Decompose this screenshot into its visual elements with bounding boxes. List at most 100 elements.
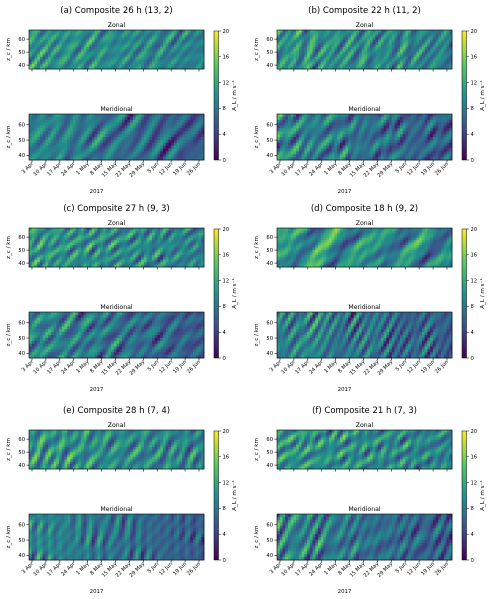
meridional-heatmap-cell <box>293 154 297 158</box>
meridional-heatmap-cell <box>135 128 139 132</box>
zonal-heatmap-cell <box>367 44 371 48</box>
meridional-heatmap-cell <box>39 128 44 132</box>
meridional-heatmap-cell <box>130 122 134 126</box>
zonal-heatmap-cell <box>80 240 85 244</box>
zonal-heatmap-cell <box>132 42 137 46</box>
meridional-heatmap-cell <box>149 131 153 135</box>
meridional-heatmap-cell <box>111 142 115 147</box>
meridional-heatmap-cell <box>419 151 423 155</box>
zonal-heatmap-cell <box>135 262 139 265</box>
zonal-heatmap-cell <box>315 42 319 46</box>
meridional-heatmap-cell <box>372 151 376 155</box>
zonal-heatmap-cell <box>34 66 38 70</box>
meridional-heatmap-cell <box>372 157 376 161</box>
meridional-heatmap-cell <box>298 134 303 138</box>
zonal-heatmap-cell <box>298 32 303 36</box>
zonal-heatmap-cell <box>108 51 112 55</box>
meridional-heatmap-cell <box>400 114 404 118</box>
meridional-heatmap-cell <box>75 137 79 141</box>
zonal-heatmap-cell <box>89 59 93 63</box>
meridional-heatmap-cell <box>435 114 439 118</box>
zonal-heatmap-cell <box>157 44 161 48</box>
zonal-heatmap-cell <box>70 262 74 265</box>
zonal-heatmap-cell <box>345 42 349 46</box>
zonal-heatmap-cell <box>124 56 128 60</box>
meridional-heatmap-cell <box>45 131 49 135</box>
zonal-heatmap-cell <box>190 51 194 55</box>
zonal-heatmap-cell <box>64 51 68 55</box>
zonal-heatmap-cell <box>201 39 205 43</box>
zonal-heatmap-cell <box>375 59 379 63</box>
meridional-heatmap-cell <box>146 119 150 124</box>
zonal-heatmap-cell <box>78 249 82 253</box>
meridional-heatmap-cell <box>195 142 199 147</box>
zonal-heatmap-cell <box>375 39 379 43</box>
meridional-heatmap-cell <box>438 125 442 129</box>
zonal-heatmap-cell <box>435 59 439 63</box>
zonal-heatmap-cell <box>290 47 294 50</box>
meridional-heatmap-cell <box>176 134 180 138</box>
zonal-heatmap-cell <box>350 66 354 70</box>
zonal-heatmap-cell <box>121 47 126 50</box>
zonal-heatmap-cell <box>70 30 74 33</box>
meridional-heatmap-cell <box>419 145 423 149</box>
zonal-heatmap-cell <box>135 44 139 48</box>
meridional-heatmap-cell <box>75 134 79 138</box>
meridional-heatmap-cell <box>438 145 442 149</box>
meridional-heatmap-cell <box>160 128 164 132</box>
zonal-heatmap-cell <box>56 249 60 253</box>
meridional-heatmap-cell <box>296 128 300 132</box>
zonal-heatmap-cell <box>446 32 450 36</box>
meridional-heatmap-cell <box>419 116 423 121</box>
zonal-heatmap-cell <box>48 228 52 231</box>
meridional-heatmap-cell <box>361 154 365 158</box>
zonal-heatmap-cell <box>394 59 398 63</box>
zonal-heatmap-cell <box>383 47 387 50</box>
zonal-heatmap-cell <box>307 64 311 67</box>
zonal-heatmap-cell <box>121 42 126 46</box>
zonal-heatmap-cell <box>105 240 109 244</box>
meridional-heatmap-cell <box>29 128 33 132</box>
zonal-heatmap-cell <box>201 51 205 55</box>
meridional-heatmap-cell <box>315 131 319 135</box>
zonal-heatmap-cell <box>94 249 98 253</box>
zonal-heatmap-cell <box>70 228 74 231</box>
zonal-heatmap-cell <box>301 30 305 33</box>
zonal-heatmap-cell <box>337 44 341 48</box>
zonal-heatmap-cell <box>152 54 156 58</box>
meridional-heatmap-cell <box>72 134 76 138</box>
zonal-heatmap-cell <box>290 37 294 41</box>
meridional-heatmap-cell <box>176 125 180 129</box>
zonal-heatmap-cell <box>410 61 415 65</box>
zonal-heatmap-cell <box>179 51 183 55</box>
meridional-heatmap-cell <box>430 148 434 152</box>
meridional-heatmap-cell <box>301 137 305 141</box>
meridional-heatmap-cell <box>287 122 292 126</box>
zonal-heatmap-cell <box>372 51 376 55</box>
zonal-heatmap-cell <box>405 30 409 33</box>
meridional-heatmap-cell <box>331 114 335 118</box>
meridional-heatmap-cell <box>339 114 344 118</box>
zonal-heatmap-cell <box>195 61 199 65</box>
zonal-heatmap-cell <box>143 264 147 268</box>
zonal-heatmap-cell <box>184 34 188 38</box>
zonal-heatmap-cell <box>121 237 126 241</box>
zonal-heatmap-cell <box>39 262 44 265</box>
zonal-heatmap-cell <box>410 37 415 41</box>
zonal-heatmap-cell <box>97 259 101 263</box>
meridional-heatmap-cell <box>56 148 60 152</box>
zonal-heatmap-cell <box>413 42 417 46</box>
meridional-heatmap-cell <box>102 137 106 141</box>
zonal-heatmap-cell <box>119 259 123 263</box>
x-tick-label: 19 Jun <box>420 161 436 177</box>
zonal-heatmap-cell <box>389 54 393 58</box>
meridional-heatmap-cell <box>304 134 308 138</box>
zonal-heatmap-cell <box>296 42 300 46</box>
zonal-heatmap-cell <box>176 49 180 53</box>
meridional-heatmap-cell <box>408 145 412 149</box>
meridional-heatmap-cell <box>290 139 294 144</box>
zonal-heatmap-cell <box>446 39 450 43</box>
meridional-heatmap-cell <box>89 116 93 121</box>
meridional-heatmap-cell <box>277 125 281 129</box>
zonal-heatmap-cell <box>59 259 63 263</box>
